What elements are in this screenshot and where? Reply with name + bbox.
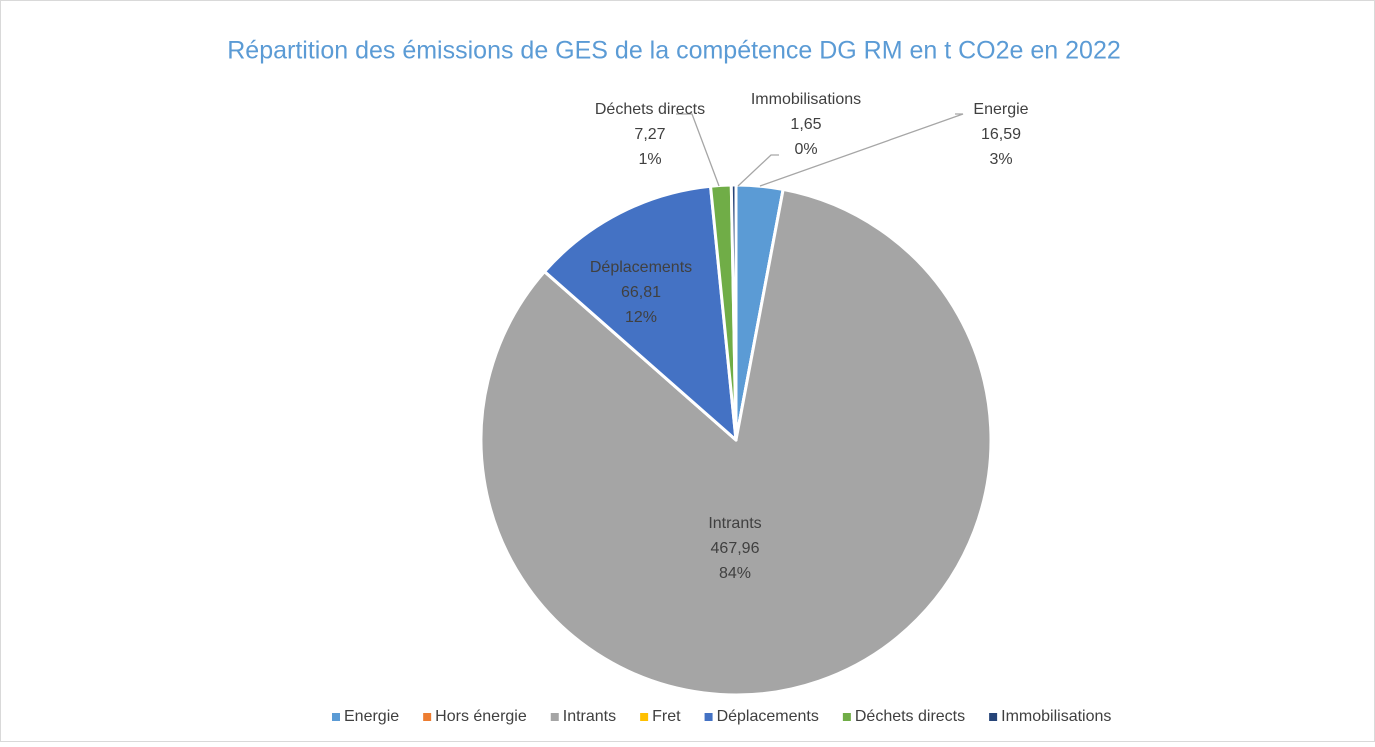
data-label-name: Déplacements — [590, 259, 692, 276]
data-label-name: Intrants — [708, 515, 761, 532]
leader-line — [676, 113, 720, 187]
chart-title: Répartition des émissions de GES de la c… — [227, 37, 1121, 65]
leader-line — [737, 154, 779, 187]
legend-label: Déchets directs — [855, 708, 965, 725]
data-label-value: 16,59 — [981, 126, 1021, 143]
legend-marker — [332, 713, 340, 721]
data-label-value: 467,96 — [711, 540, 760, 557]
legend-label: Immobilisations — [1001, 708, 1111, 725]
legend-label: Hors énergie — [435, 708, 527, 725]
data-label-value: 1,65 — [790, 116, 821, 133]
data-label-percent: 84% — [719, 565, 751, 582]
data-label-name: Immobilisations — [751, 91, 861, 108]
legend-label: Energie — [344, 708, 399, 725]
data-label-percent: 3% — [989, 151, 1012, 168]
data-label-percent: 0% — [794, 141, 817, 158]
leader-line — [759, 113, 964, 187]
data-label-name: Energie — [973, 101, 1028, 118]
pie-slice — [479, 187, 993, 697]
pie-slice — [729, 183, 738, 442]
data-label-value: 66,81 — [621, 284, 661, 301]
legend-label: Fret — [652, 708, 681, 725]
legend-marker — [640, 713, 649, 721]
data-label-percent: 12% — [625, 309, 657, 326]
data-label-percent: 1% — [638, 151, 661, 168]
legend-label: Déplacements — [717, 708, 819, 725]
legend-label: Intrants — [563, 708, 616, 725]
legend-marker — [704, 713, 713, 721]
legend-marker — [423, 713, 432, 721]
legend-marker — [550, 713, 559, 721]
legend-marker — [842, 713, 851, 721]
data-label-value: 7,27 — [634, 126, 665, 143]
pie-slice — [543, 184, 738, 442]
legend-marker — [989, 713, 998, 721]
data-label-name: Déchets directs — [595, 101, 705, 118]
